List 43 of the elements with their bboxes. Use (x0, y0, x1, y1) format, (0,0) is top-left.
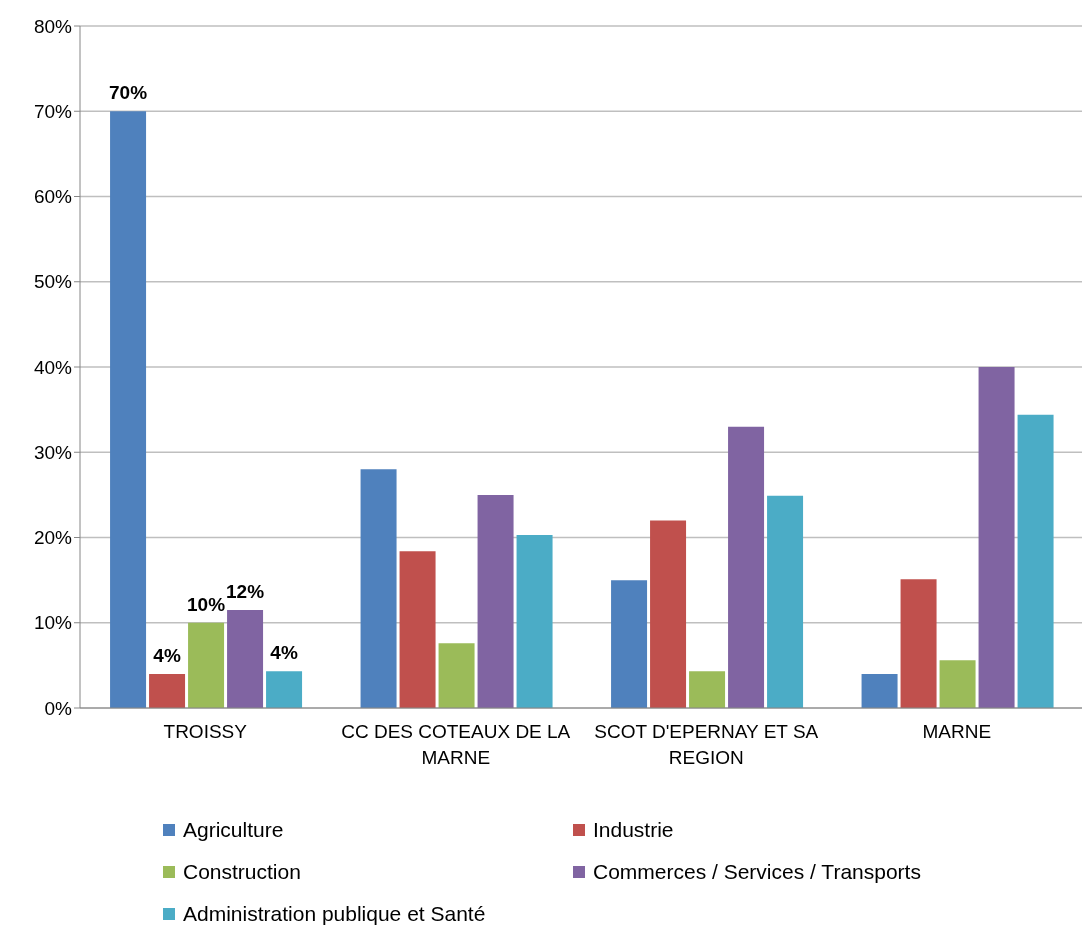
x-tick-label: TROISSY (163, 721, 248, 742)
bar (399, 551, 436, 708)
bar (477, 494, 514, 708)
bar (1017, 414, 1054, 708)
y-tick-label: 0% (44, 697, 73, 719)
bar (650, 520, 687, 708)
bar (861, 673, 898, 708)
bar (611, 580, 648, 708)
x-tick-label: MARNE (922, 721, 992, 742)
bar (110, 111, 147, 708)
bar (939, 660, 976, 708)
bar (978, 367, 1015, 708)
y-tick-label: 40% (33, 356, 73, 378)
bar (767, 495, 804, 708)
y-tick-label: 70% (33, 101, 73, 122)
bar (900, 579, 937, 708)
data-label: 4% (153, 644, 181, 666)
y-tick-label: 10% (33, 612, 73, 634)
bar (689, 671, 726, 708)
legend-label: Construction (183, 860, 301, 884)
bar (438, 643, 475, 708)
y-tick-label: 50% (33, 271, 73, 293)
legend-label: Industrie (593, 818, 674, 842)
y-tick-label: 80% (33, 15, 73, 37)
data-label: 70% (109, 82, 148, 104)
bar (227, 609, 264, 708)
legend-label: Commerces / Services / Transports (593, 860, 921, 884)
bar (360, 469, 397, 708)
data-label: 12% (226, 580, 265, 602)
bar (516, 534, 553, 708)
y-tick-label: 30% (33, 441, 73, 463)
bar (188, 622, 225, 708)
legend-label: Administration publique et Santé (183, 902, 486, 926)
data-label: 4% (270, 642, 298, 664)
y-tick-label: 60% (33, 186, 73, 208)
bar (728, 426, 765, 708)
y-tick-label: 20% (33, 527, 73, 549)
bar (266, 671, 303, 708)
x-tick-label: CC DES COTEAUX DE LA MARNE (341, 721, 571, 768)
bar (149, 673, 186, 708)
legend-label: Agriculture (183, 818, 284, 842)
data-label: 10% (187, 593, 226, 615)
x-tick-label: SCOT D'EPERNAY ET SA REGION (594, 721, 819, 768)
